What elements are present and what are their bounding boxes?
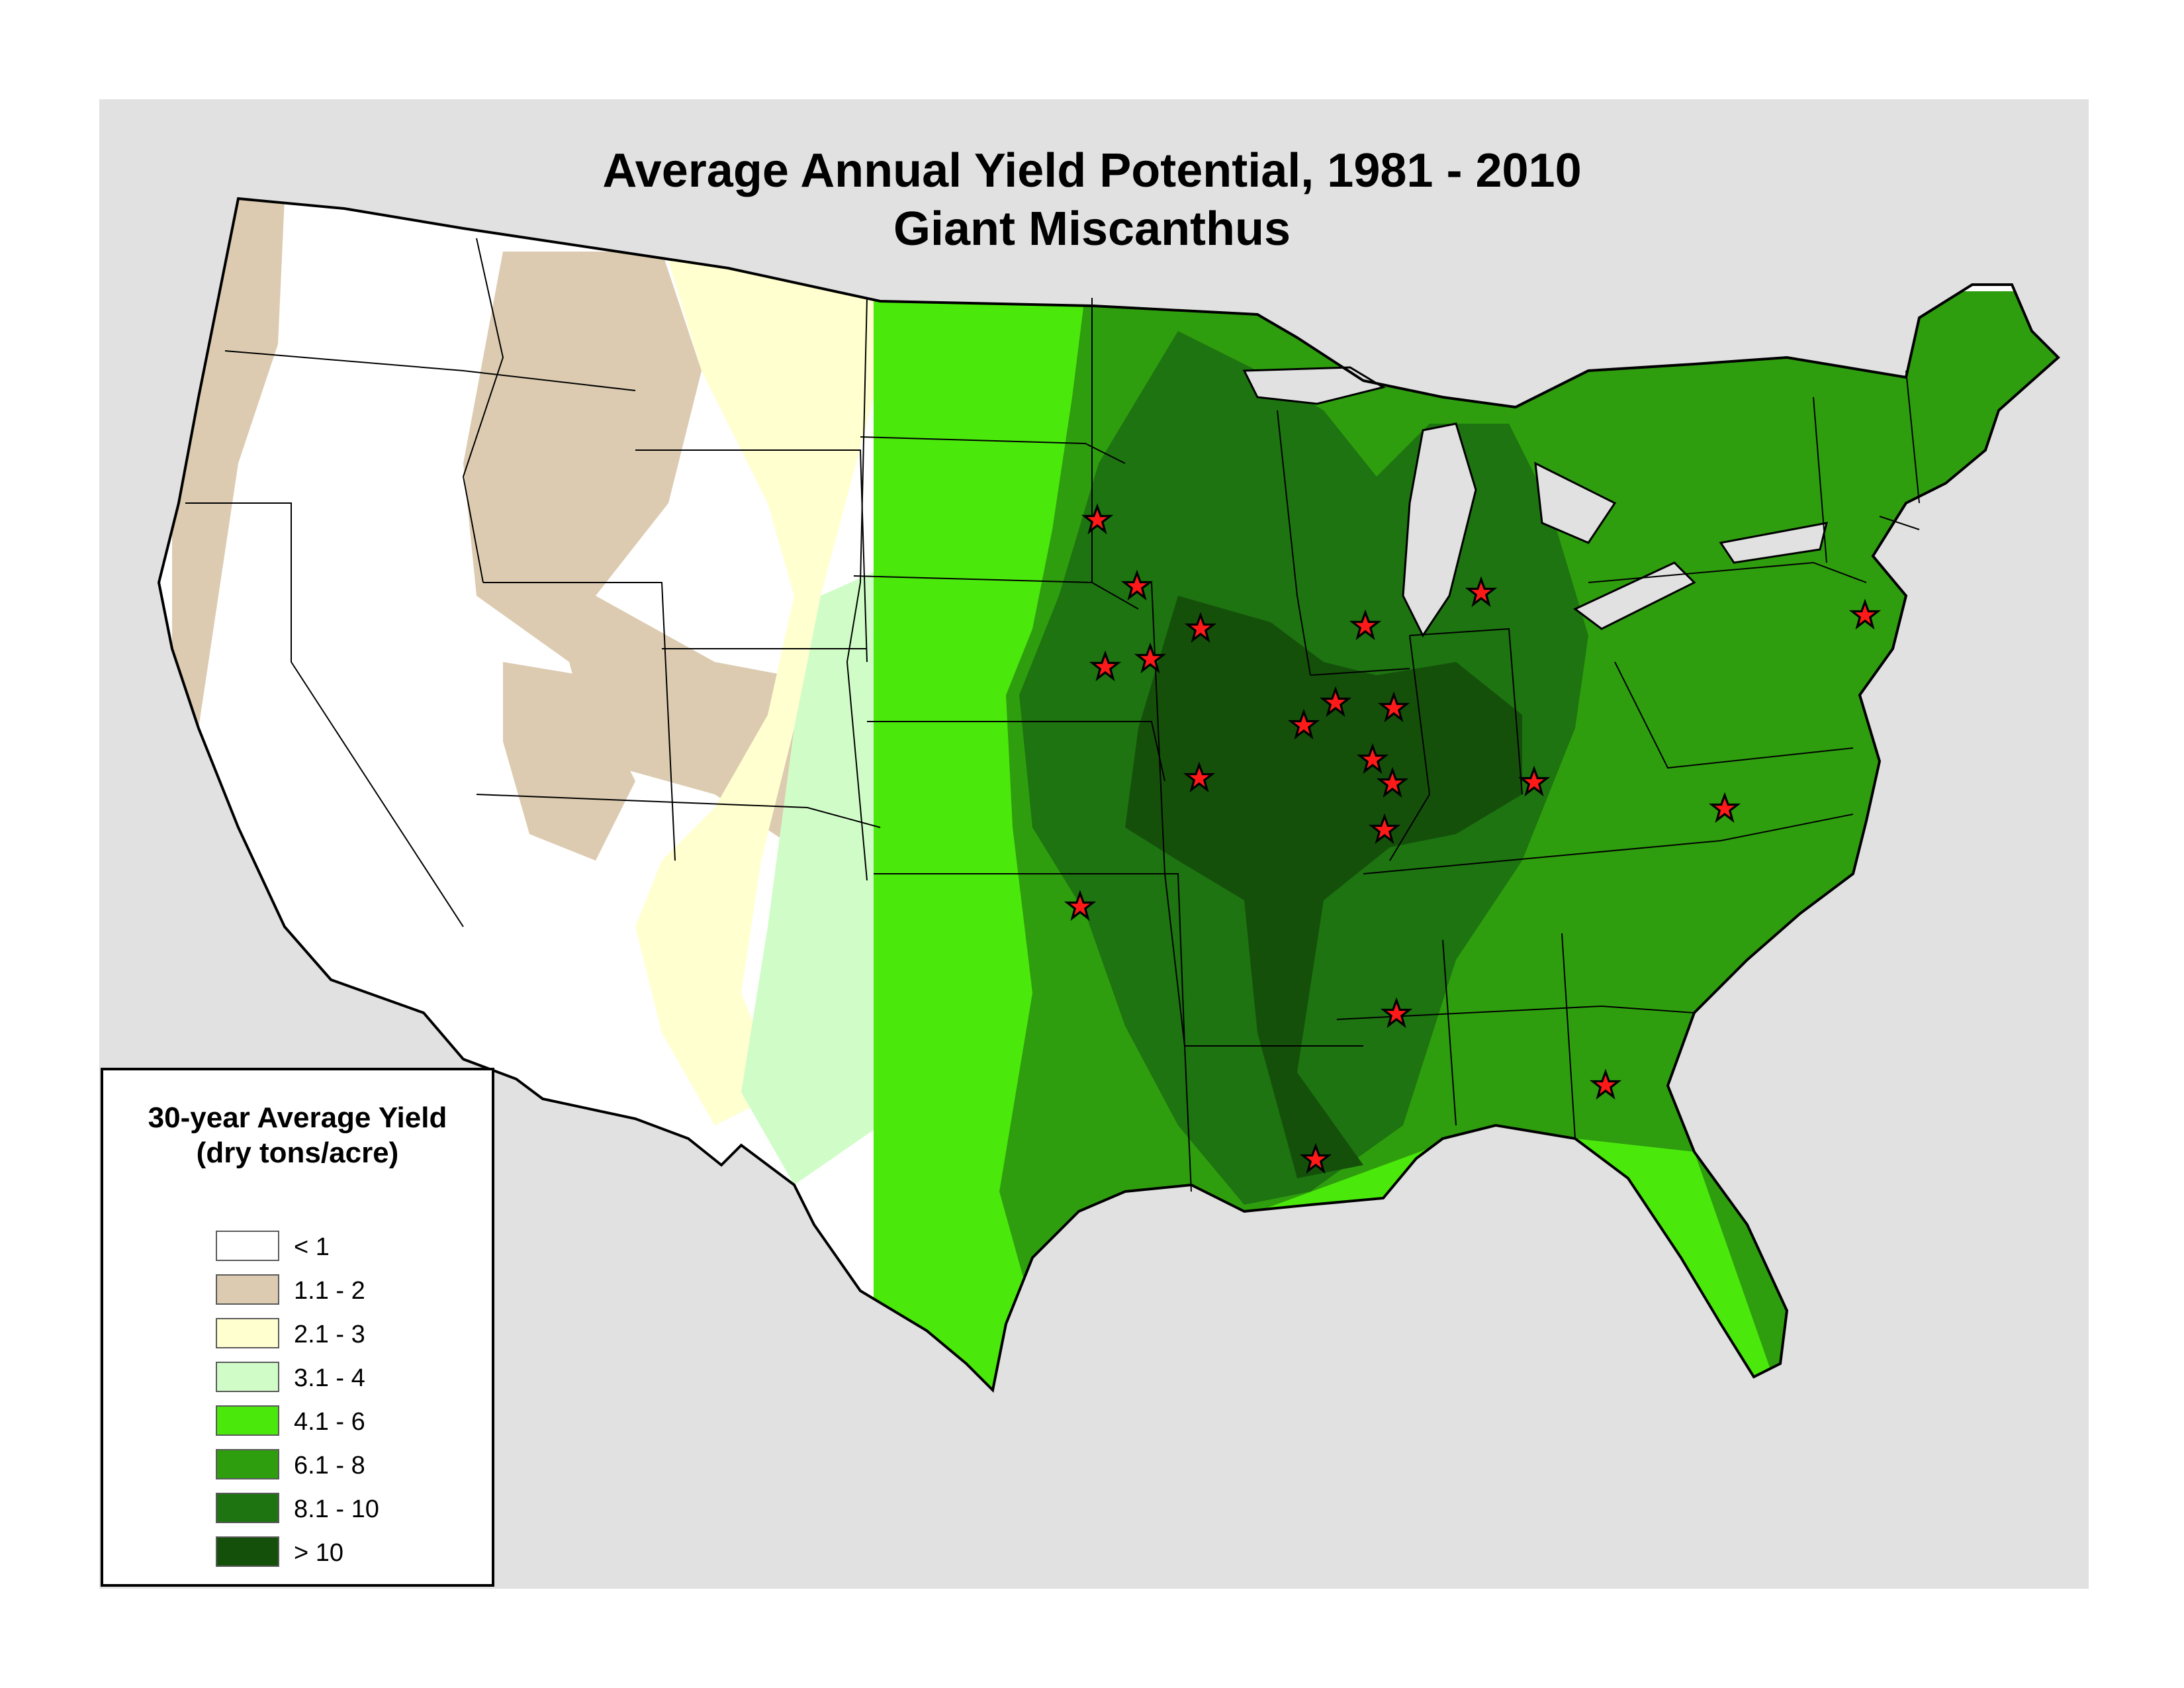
site-marker [1120, 569, 1154, 601]
site-marker [1287, 708, 1320, 740]
legend-swatch [216, 1536, 279, 1567]
legend-label: > 10 [294, 1539, 344, 1567]
site-marker [1183, 761, 1216, 793]
legend-label: 3.1 - 4 [294, 1364, 365, 1392]
trial-site-markers [1064, 503, 1882, 1174]
site-marker [1299, 1143, 1332, 1174]
site-marker [1319, 686, 1352, 718]
site-marker [1349, 609, 1382, 641]
site-marker [1081, 503, 1114, 535]
site-marker [1708, 792, 1741, 823]
legend-title: 30-year Average Yield [148, 1102, 447, 1134]
site-marker [1377, 691, 1410, 723]
legend-label: 6.1 - 8 [294, 1452, 365, 1479]
legend-label: 4.1 - 6 [294, 1408, 365, 1436]
legend-label: 2.1 - 3 [294, 1321, 365, 1348]
zone-1-2 [463, 252, 821, 847]
map-title: Average Annual Yield Potential, 1981 - 2… [602, 144, 1582, 197]
legend-label: 1.1 - 2 [294, 1277, 365, 1305]
great-lakes [1242, 366, 1829, 637]
site-marker [1356, 743, 1389, 774]
legend-units: (dry tons/acre) [196, 1137, 399, 1169]
map-subtitle: Giant Miscanthus [893, 203, 1291, 256]
state-boundaries [185, 238, 1920, 1192]
legend-swatch [216, 1362, 279, 1392]
legend-swatch [216, 1493, 279, 1523]
site-marker [1064, 890, 1097, 921]
site-marker [1848, 598, 1882, 630]
legend: 30-year Average Yield (dry tons/acre) < … [101, 1068, 494, 1587]
site-marker [1380, 997, 1413, 1029]
site-marker [1589, 1068, 1622, 1100]
legend-swatch [216, 1318, 279, 1348]
site-marker [1518, 765, 1551, 797]
site-marker [1376, 767, 1409, 798]
site-marker [1465, 576, 1498, 608]
zone-1-2-coast [172, 199, 285, 728]
legend-swatch [216, 1231, 279, 1261]
site-marker [1134, 642, 1167, 674]
legend-swatch [216, 1405, 279, 1436]
legend-swatch [216, 1449, 279, 1479]
zone-1-2-south [503, 662, 635, 861]
site-marker [1368, 813, 1401, 845]
legend-label: 8.1 - 10 [294, 1495, 379, 1523]
legend-label: < 1 [294, 1233, 330, 1261]
site-marker [1089, 650, 1122, 682]
site-marker [1184, 612, 1217, 643]
legend-swatch [216, 1274, 279, 1305]
zone-3-4 [741, 569, 880, 1185]
zone-2-3 [635, 238, 880, 1125]
